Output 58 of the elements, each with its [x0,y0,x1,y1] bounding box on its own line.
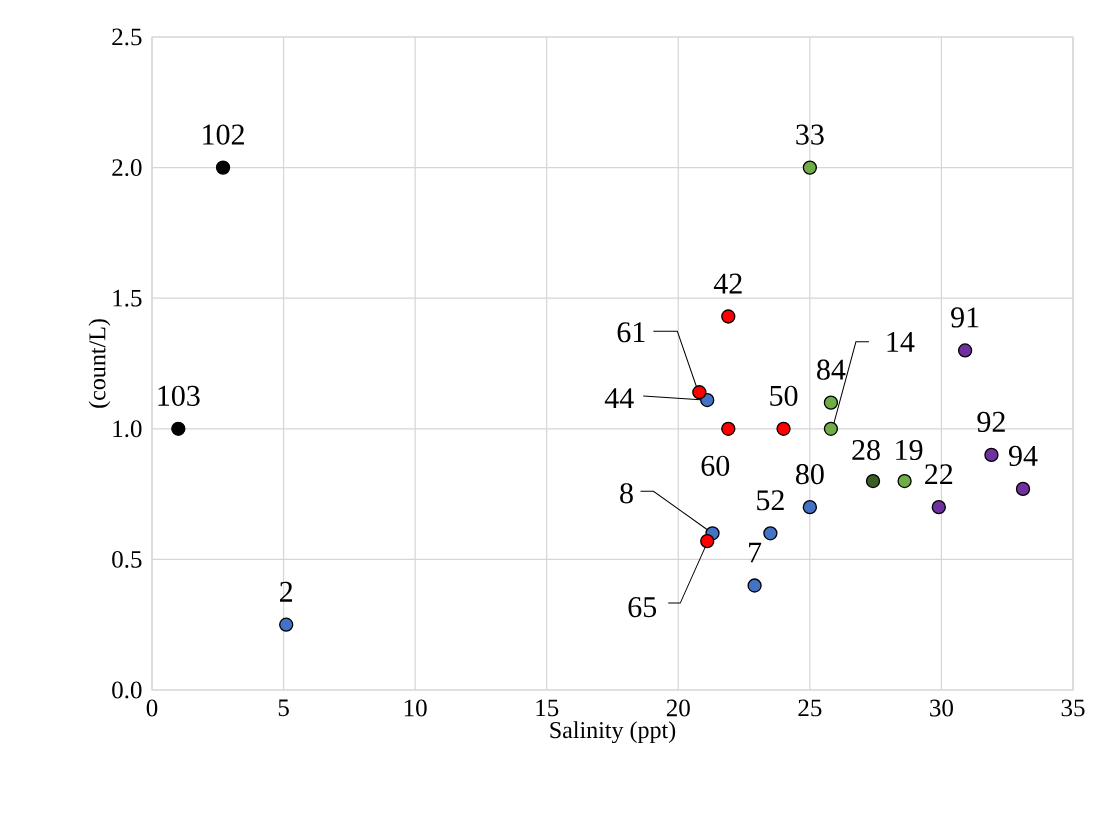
point [763,526,778,541]
point [721,421,736,436]
point [984,447,999,463]
point [823,421,839,436]
y-tick-label: 0.5 [112,550,142,568]
y-tick-label: 1.5 [113,289,142,307]
annotation: 61 [617,322,645,343]
point [1015,481,1031,497]
annotation: 52 [757,490,784,511]
annotation: 91 [951,307,979,328]
point [865,473,881,489]
point [802,500,818,515]
x-axis-title: Salinity (ppt) [550,721,676,744]
annotation: 28 [852,439,880,461]
point [931,500,946,515]
point [776,421,791,436]
annotation: 103 [158,385,200,406]
annotation: 22 [925,464,953,485]
annotation: 2 [280,581,293,602]
point [957,343,973,358]
point [802,160,818,175]
point [692,385,707,400]
x-tick-label: 35 [1061,699,1085,717]
y-tick-label: 2.0 [112,159,142,177]
point [279,617,294,632]
x-tick-label: 5 [278,699,289,717]
annotation: 42 [713,273,742,294]
annotation: 84 [817,359,846,380]
y-tick-label: 2.5 [112,28,142,46]
x-tick-label: 25 [798,699,822,717]
point [171,421,186,436]
x-tick-label: 20 [666,699,690,717]
point [823,395,839,410]
point [897,473,912,489]
point [700,533,715,549]
point [721,309,736,324]
point [747,578,762,593]
annotation: 50 [770,385,798,406]
x-tick-label: 30 [930,699,953,717]
annotation: 8 [620,483,633,504]
x-tick-label: 10 [404,699,427,717]
annotation: 19 [896,439,923,461]
annotation: 80 [796,464,824,485]
annotation: 33 [796,124,824,145]
point [215,160,231,175]
y-tick-label: 0.0 [112,681,142,699]
annotation: 44 [604,388,634,408]
x-tick-label: 15 [536,699,559,717]
annotation: 102 [203,124,244,145]
y-axis-title: (count/L) [88,319,111,408]
y-tick-label: 1.0 [113,420,142,438]
x-tick-label: 0 [146,699,158,717]
annotation: 14 [887,331,915,352]
annotation: 7 [749,542,762,563]
annotation: 94 [1008,445,1038,466]
annotation: 60 [701,455,730,476]
annotation: 92 [977,411,1005,432]
annotation: 65 [628,597,657,618]
